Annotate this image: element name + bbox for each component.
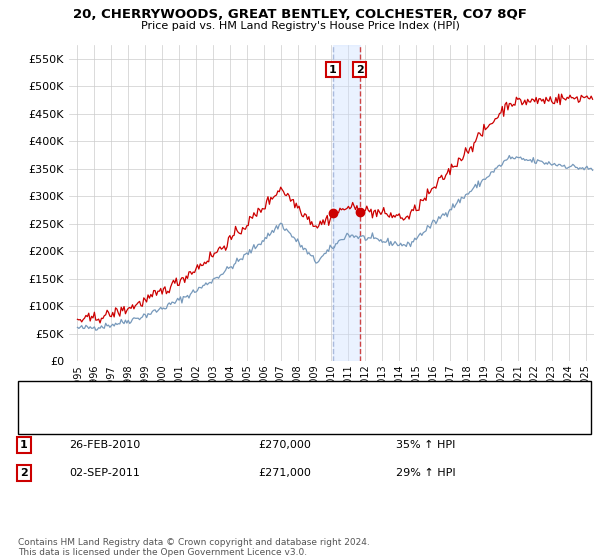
Text: 1: 1 (329, 64, 337, 74)
Text: 20, CHERRYWOODS, GREAT BENTLEY, COLCHESTER, CO7 8QF (detached house): 20, CHERRYWOODS, GREAT BENTLEY, COLCHEST… (72, 391, 489, 401)
Text: 2: 2 (356, 64, 364, 74)
Text: Price paid vs. HM Land Registry's House Price Index (HPI): Price paid vs. HM Land Registry's House … (140, 21, 460, 31)
Text: 29% ↑ HPI: 29% ↑ HPI (396, 468, 455, 478)
Text: 20, CHERRYWOODS, GREAT BENTLEY, COLCHESTER, CO7 8QF: 20, CHERRYWOODS, GREAT BENTLEY, COLCHEST… (73, 8, 527, 21)
Text: 02-SEP-2011: 02-SEP-2011 (69, 468, 140, 478)
Text: 1: 1 (20, 440, 28, 450)
Text: 26-FEB-2010: 26-FEB-2010 (69, 440, 140, 450)
Text: Contains HM Land Registry data © Crown copyright and database right 2024.
This d: Contains HM Land Registry data © Crown c… (18, 538, 370, 557)
Text: 35% ↑ HPI: 35% ↑ HPI (396, 440, 455, 450)
Text: £270,000: £270,000 (258, 440, 311, 450)
Text: 2: 2 (20, 468, 28, 478)
Bar (333, 45, 360, 361)
Text: £271,000: £271,000 (258, 468, 311, 478)
Text: HPI: Average price, detached house, Tendring: HPI: Average price, detached house, Tend… (72, 414, 310, 424)
